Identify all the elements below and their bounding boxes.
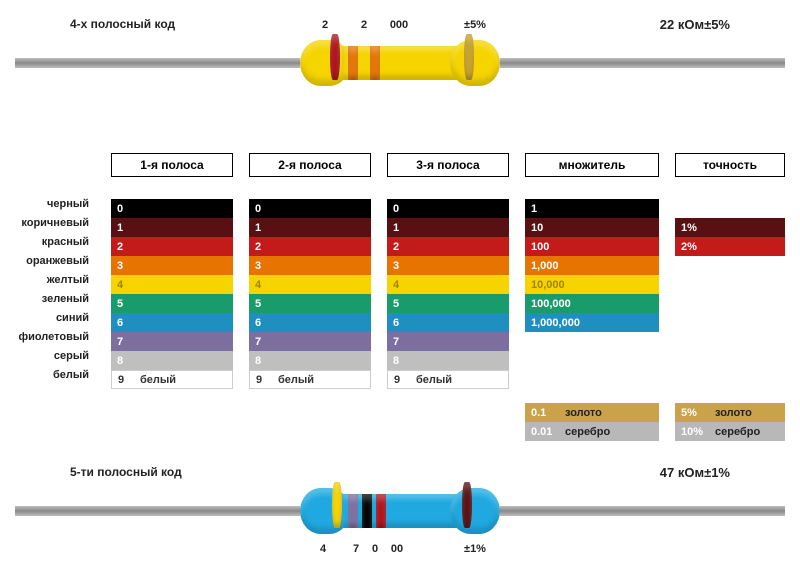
color-row: 1 — [387, 218, 509, 237]
bottom-band-values: 4 7 0 00 ±1% — [300, 543, 500, 555]
color-row: 2 — [249, 237, 371, 256]
color-row: 0 — [387, 199, 509, 218]
color-row: 3 — [387, 256, 509, 275]
color-row: 1 — [249, 218, 371, 237]
bot-band-4 — [376, 494, 386, 528]
top-resistor-body — [300, 40, 500, 86]
col-tolerance: точность 1%2% 5%золото10%серебро — [675, 153, 785, 441]
col-band1-header: 1-я полоса — [111, 153, 233, 177]
color-row: 3 — [111, 256, 233, 275]
color-row: 9белый — [249, 370, 371, 389]
color-row: 3 — [249, 256, 371, 275]
color-row: 4 — [249, 275, 371, 294]
tolerance-row: 2% — [675, 237, 785, 256]
color-row: 4 — [387, 275, 509, 294]
multiplier-row: 100 — [525, 237, 659, 256]
lead-right-b — [500, 506, 785, 516]
col-multiplier: множитель 1101001,00010,000100,0001,000,… — [525, 153, 659, 441]
color-row: 2 — [387, 237, 509, 256]
color-row: 6 — [387, 313, 509, 332]
color-label: зеленый — [15, 290, 95, 309]
color-label: серый — [15, 347, 95, 366]
top-resistor: 4-х полосный код 22 кОм±5% 2 2 000 ±5% — [15, 33, 785, 93]
color-row: 6 — [111, 313, 233, 332]
col-band3: 3-я полоса 0123456789белый — [387, 153, 509, 441]
metal-row: 10%серебро — [675, 422, 785, 441]
color-tables: черныйкоричневыйкрасныйоранжевыйжелтыйзе… — [15, 153, 785, 441]
color-label: оранжевый — [15, 252, 95, 271]
multiplier-row: 1,000 — [525, 256, 659, 275]
color-label: желтый — [15, 271, 95, 290]
metal-row: 0.01серебро — [525, 422, 659, 441]
color-row: 0 — [111, 199, 233, 218]
color-label: черный — [15, 195, 95, 214]
top-value-label: 22 кОм±5% — [660, 17, 730, 32]
color-row: 8 — [111, 351, 233, 370]
color-row: 5 — [387, 294, 509, 313]
col-band1: 1-я полоса 0123456789белый — [111, 153, 233, 441]
color-row: 7 — [249, 332, 371, 351]
color-row: 7 — [111, 332, 233, 351]
color-label: синий — [15, 309, 95, 328]
color-row: 9белый — [387, 370, 509, 389]
top-band-values: 2 2 000 ±5% — [300, 19, 500, 31]
color-row: 5 — [111, 294, 233, 313]
color-row: 0 — [249, 199, 371, 218]
top-band-3 — [370, 46, 380, 80]
bot-band-5 — [462, 482, 472, 528]
color-row: 9белый — [111, 370, 233, 389]
color-row: 1 — [111, 218, 233, 237]
multiplier-row: 100,000 — [525, 294, 659, 313]
multiplier-row: 10 — [525, 218, 659, 237]
multiplier-row: 1 — [525, 199, 659, 218]
color-name-column: черныйкоричневыйкрасныйоранжевыйжелтыйзе… — [15, 153, 95, 441]
bottom-resistor: 5-ти полосный код 47 кОм±1% 4 7 0 00 ±1% — [15, 481, 785, 541]
bot-band-3 — [362, 494, 372, 528]
color-label: белый — [15, 366, 95, 385]
lead-left-b — [15, 506, 300, 516]
color-row: 8 — [249, 351, 371, 370]
color-row: 5 — [249, 294, 371, 313]
color-row: 6 — [249, 313, 371, 332]
color-label: красный — [15, 233, 95, 252]
col-band2-header: 2-я полоса — [249, 153, 371, 177]
top-band-2 — [348, 46, 358, 80]
col-tolerance-header: точность — [675, 153, 785, 177]
bot-band-2 — [348, 494, 358, 528]
metal-row: 5%золото — [675, 403, 785, 422]
multiplier-row: 10,000 — [525, 275, 659, 294]
bottom-resistor-body — [300, 488, 500, 534]
lead-right — [500, 58, 785, 68]
top-band-1 — [330, 34, 340, 80]
color-row: 4 — [111, 275, 233, 294]
lead-left — [15, 58, 300, 68]
metal-row: 0.1золото — [525, 403, 659, 422]
bottom-code-label: 5-ти полосный код — [70, 465, 182, 479]
top-band-4 — [464, 34, 474, 80]
color-row: 8 — [387, 351, 509, 370]
color-row: 7 — [387, 332, 509, 351]
bot-band-1 — [332, 482, 342, 528]
top-code-label: 4-х полосный код — [70, 17, 175, 31]
col-band3-header: 3-я полоса — [387, 153, 509, 177]
multiplier-row: 1,000,000 — [525, 313, 659, 332]
bottom-value-label: 47 кОм±1% — [660, 465, 730, 480]
tolerance-row: 1% — [675, 218, 785, 237]
col-multiplier-header: множитель — [525, 153, 659, 177]
col-band2: 2-я полоса 0123456789белый — [249, 153, 371, 441]
color-label: коричневый — [15, 214, 95, 233]
color-row: 2 — [111, 237, 233, 256]
color-label: фиолетовый — [15, 328, 95, 347]
